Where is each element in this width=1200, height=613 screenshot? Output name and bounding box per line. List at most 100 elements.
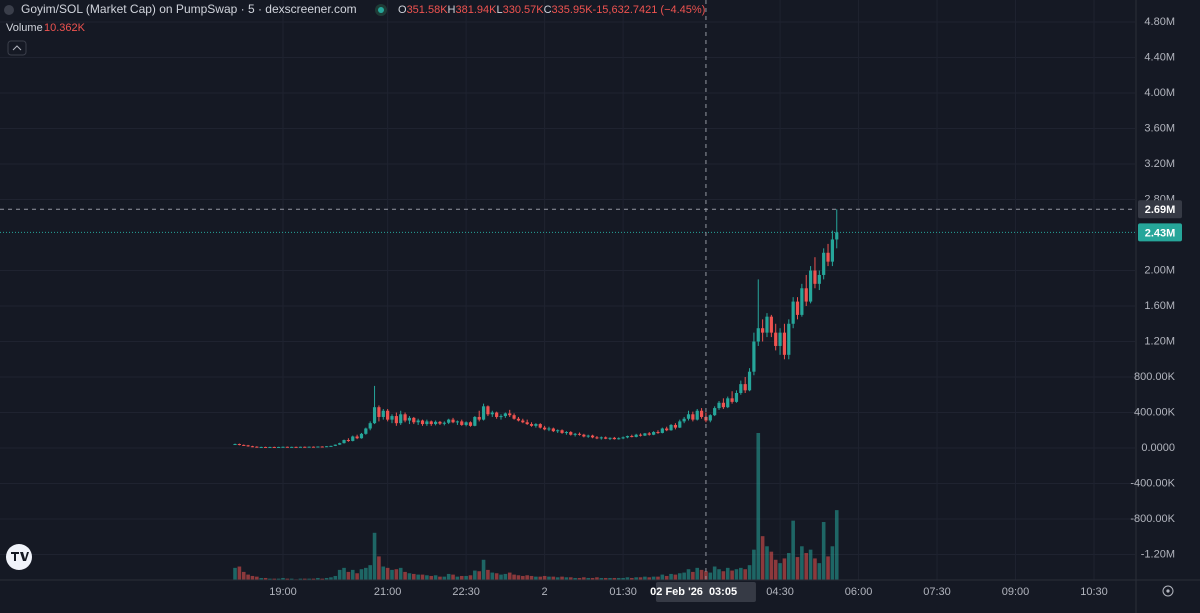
candle-body	[787, 323, 791, 355]
volume-bar	[752, 549, 756, 580]
candle-body	[259, 446, 263, 448]
candle-body	[386, 410, 390, 420]
volume-bar	[416, 574, 420, 580]
ohlc-key: L	[496, 4, 502, 16]
volume-bar	[468, 575, 473, 580]
y-tick-label: 400.00K	[1134, 406, 1176, 418]
candle-body	[294, 446, 298, 448]
volume-bar	[411, 573, 416, 580]
candle-body	[333, 444, 337, 446]
candle-body	[516, 418, 521, 421]
volume-bar	[634, 577, 638, 580]
candle-body	[682, 418, 686, 422]
volume-bar	[677, 573, 682, 580]
volume-bar	[538, 576, 543, 580]
volume-bar	[337, 569, 342, 580]
candle-body	[346, 440, 350, 442]
x-tick-label: 04:30	[766, 586, 794, 598]
candle-body	[590, 435, 595, 438]
volume-bar	[800, 546, 804, 580]
candle-body	[468, 422, 473, 426]
volume-bar	[778, 563, 782, 580]
candle-body	[316, 446, 320, 448]
volume-bar	[298, 578, 303, 580]
volume-bar	[307, 578, 311, 580]
volume-bar	[259, 577, 263, 580]
x-tick-label: 01:30	[609, 586, 637, 598]
candle-body	[447, 419, 451, 423]
volume-bar	[246, 574, 250, 580]
volume-bar	[346, 571, 351, 580]
volume-bar	[734, 569, 739, 580]
candle-body	[822, 252, 826, 275]
ohlc-key: O	[398, 4, 407, 16]
candle-body	[708, 415, 712, 421]
volume-bar	[699, 569, 704, 580]
volume-bar	[756, 433, 761, 580]
collapse-button[interactable]	[7, 40, 27, 56]
volume-bar	[521, 575, 525, 580]
candle-body	[621, 437, 625, 439]
volume-bar	[255, 576, 259, 580]
candle-body	[747, 371, 752, 391]
y-tick-label: -1.20M	[1141, 548, 1175, 560]
candle-body	[425, 421, 429, 425]
volume-bar	[302, 578, 307, 580]
volume-bar	[691, 571, 695, 580]
volume-bar	[403, 571, 407, 580]
candle-body	[311, 446, 316, 448]
candle-body	[442, 422, 446, 424]
x-tick-label: 09:00	[1002, 586, 1030, 598]
settings-icon[interactable]	[1162, 585, 1174, 597]
volume-bar	[237, 566, 242, 580]
volume-bar	[390, 569, 394, 580]
volume-bar	[656, 576, 660, 580]
x-tick-label: 22:30	[452, 586, 480, 598]
volume-bar	[451, 574, 455, 580]
candle-body	[390, 416, 394, 420]
y-tick-label: 4.40M	[1144, 51, 1175, 63]
grid	[0, 0, 1135, 580]
candle-body	[547, 428, 551, 430]
candle-body	[652, 432, 656, 435]
candle-body	[795, 301, 800, 315]
candle-body	[290, 446, 294, 448]
candle-body	[808, 270, 813, 302]
candle-body	[277, 446, 281, 448]
candle-body	[804, 288, 808, 302]
volume-bar	[612, 577, 617, 580]
volume-bar	[791, 520, 795, 580]
candle-body	[778, 332, 782, 346]
volume-bar	[355, 573, 359, 580]
candle-body	[451, 419, 455, 423]
volume-bar	[599, 577, 604, 580]
crosshair-time-badge	[655, 582, 756, 602]
volume-bar	[625, 577, 630, 580]
volume-bar	[834, 510, 839, 580]
logo-mark	[11, 552, 29, 561]
candle-body	[372, 407, 377, 424]
candle-body	[617, 438, 621, 440]
candle-body	[394, 416, 398, 424]
volume-bar	[708, 572, 713, 580]
candle-body	[433, 421, 438, 425]
volume-bar	[276, 578, 281, 580]
volume-bar	[407, 573, 412, 580]
candle-body	[403, 414, 407, 421]
candle-body	[791, 301, 795, 324]
volume-bar	[630, 577, 634, 580]
legend: Goyim/SOL (Market Cap) on PumpSwap · 5 ·…	[4, 2, 705, 56]
x-tick-label: 07:30	[923, 586, 951, 598]
volume-bar	[385, 567, 390, 580]
candle-body	[721, 402, 725, 408]
candle-body	[307, 446, 311, 448]
candle-body	[678, 421, 682, 428]
volume-bar	[638, 577, 643, 580]
candle-body	[743, 384, 747, 391]
settings[interactable]	[1162, 585, 1174, 597]
candle-body	[656, 432, 660, 434]
last-price-badge	[1138, 223, 1182, 242]
volume-bar	[590, 577, 595, 580]
candle-body	[399, 414, 403, 424]
candle-body	[521, 420, 525, 423]
